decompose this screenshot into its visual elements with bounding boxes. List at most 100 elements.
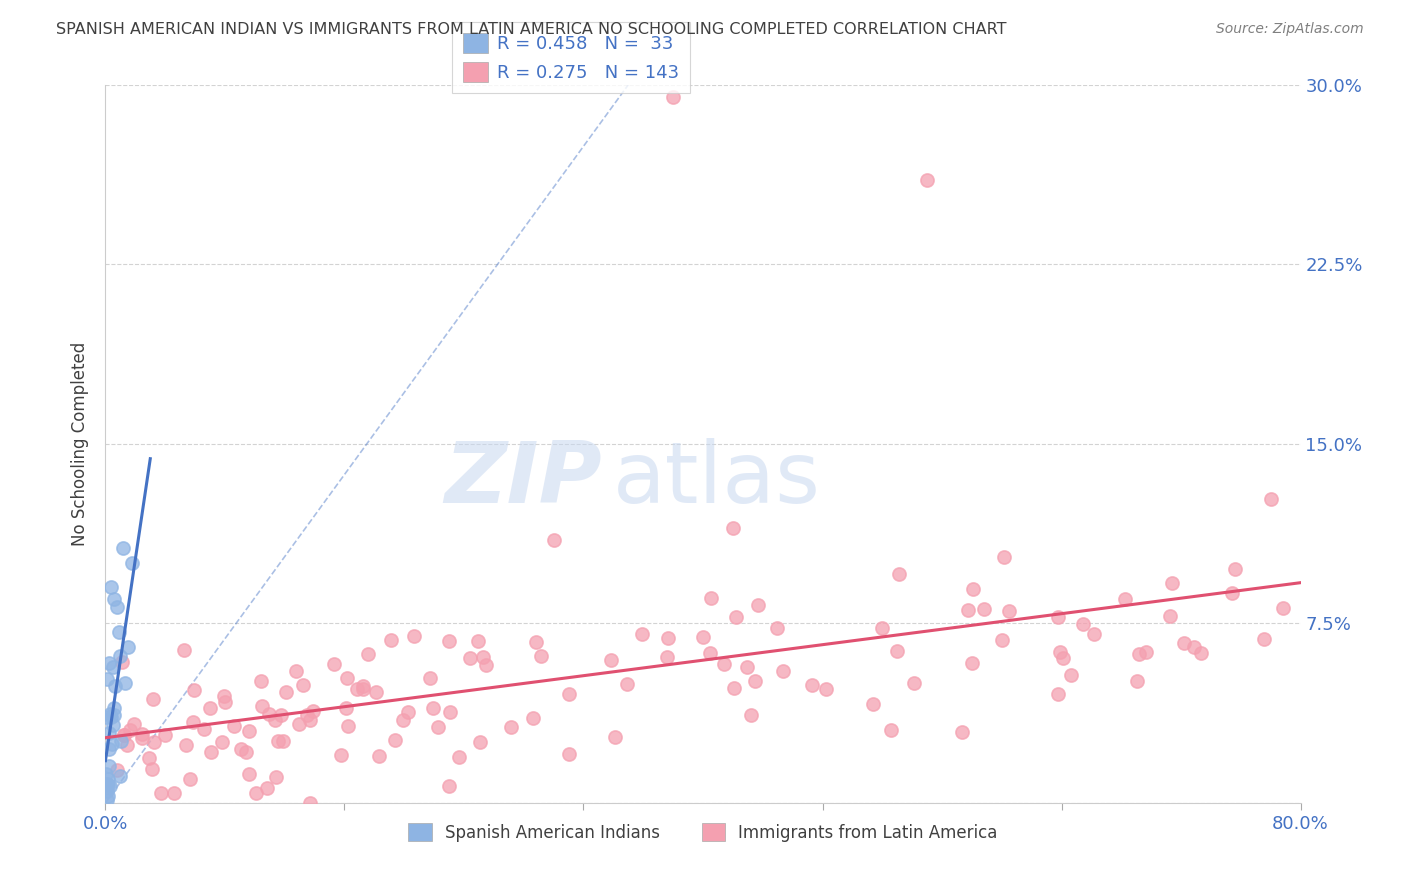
Point	[173, 642, 195, 657]
Point	[337, 719, 360, 733]
Point	[98, 656, 121, 670]
Point	[1189, 646, 1212, 660]
Point	[960, 656, 983, 670]
Point	[284, 664, 307, 678]
Point	[198, 700, 221, 714]
Point	[437, 633, 460, 648]
Point	[110, 648, 132, 663]
Point	[887, 566, 910, 581]
Point	[103, 701, 125, 715]
Point	[174, 738, 197, 752]
Point	[1114, 591, 1136, 606]
Point	[153, 728, 176, 742]
Point	[97, 742, 120, 756]
Point	[380, 632, 402, 647]
Point	[419, 671, 441, 685]
Point	[1182, 640, 1205, 654]
Point	[110, 734, 132, 748]
Point	[737, 660, 759, 674]
Point	[214, 689, 236, 703]
Point	[276, 685, 298, 699]
Point	[302, 704, 325, 718]
Point	[97, 789, 120, 803]
Point	[96, 784, 118, 798]
Point	[111, 655, 134, 669]
Point	[214, 695, 236, 709]
Point	[142, 735, 165, 749]
Point	[1220, 586, 1243, 600]
Point	[356, 647, 378, 661]
Point	[973, 602, 995, 616]
Point	[96, 776, 118, 790]
Point	[870, 621, 893, 635]
Point	[1135, 645, 1157, 659]
Point	[630, 627, 652, 641]
Point	[766, 621, 789, 635]
Point	[1060, 667, 1083, 681]
Text: Source: ZipAtlas.com: Source: ZipAtlas.com	[1216, 22, 1364, 37]
Point	[131, 731, 153, 746]
Point	[886, 644, 908, 658]
Point	[100, 710, 122, 724]
Point	[329, 747, 352, 762]
Point	[692, 630, 714, 644]
Point	[108, 769, 131, 783]
Point	[472, 650, 495, 665]
Point	[426, 720, 449, 734]
Point	[117, 738, 139, 752]
Point	[657, 650, 679, 665]
Point	[264, 713, 287, 727]
Point	[723, 681, 745, 696]
Point	[998, 604, 1021, 618]
Point	[558, 687, 581, 701]
Point	[699, 646, 721, 660]
Point	[1173, 636, 1195, 650]
Point	[270, 708, 292, 723]
Point	[235, 745, 257, 759]
Point	[1126, 673, 1149, 688]
Point	[200, 745, 222, 759]
Point	[396, 705, 419, 719]
Point	[336, 671, 359, 685]
Point	[458, 650, 481, 665]
Point	[335, 700, 357, 714]
Point	[558, 747, 581, 762]
Point	[1272, 601, 1295, 615]
Point	[499, 720, 522, 734]
Point	[1253, 632, 1275, 647]
Point	[353, 681, 375, 696]
Point	[543, 533, 565, 547]
Point	[740, 708, 762, 723]
Point	[112, 728, 135, 742]
Y-axis label: No Schooling Completed: No Schooling Completed	[72, 342, 90, 546]
Point	[1049, 645, 1071, 659]
Point	[112, 728, 135, 742]
Point	[298, 713, 321, 727]
Point	[98, 759, 121, 773]
Point	[721, 520, 744, 534]
Point	[616, 677, 638, 691]
Point	[1071, 616, 1094, 631]
Point	[142, 691, 165, 706]
Point	[957, 603, 980, 617]
Point	[993, 549, 1015, 564]
Point	[94, 767, 117, 781]
Point	[141, 762, 163, 776]
Point	[391, 713, 413, 727]
Point	[1083, 626, 1105, 640]
Point	[862, 697, 884, 711]
Point	[107, 599, 129, 614]
Point	[138, 750, 160, 764]
Point	[368, 748, 391, 763]
Point	[662, 89, 685, 103]
Point	[1161, 576, 1184, 591]
Point	[1225, 562, 1247, 576]
Point	[101, 737, 124, 751]
Point	[950, 724, 973, 739]
Point	[101, 717, 124, 731]
Point	[1260, 491, 1282, 506]
Point	[801, 678, 824, 692]
Point	[96, 710, 118, 724]
Point	[101, 659, 124, 673]
Point	[530, 648, 553, 663]
